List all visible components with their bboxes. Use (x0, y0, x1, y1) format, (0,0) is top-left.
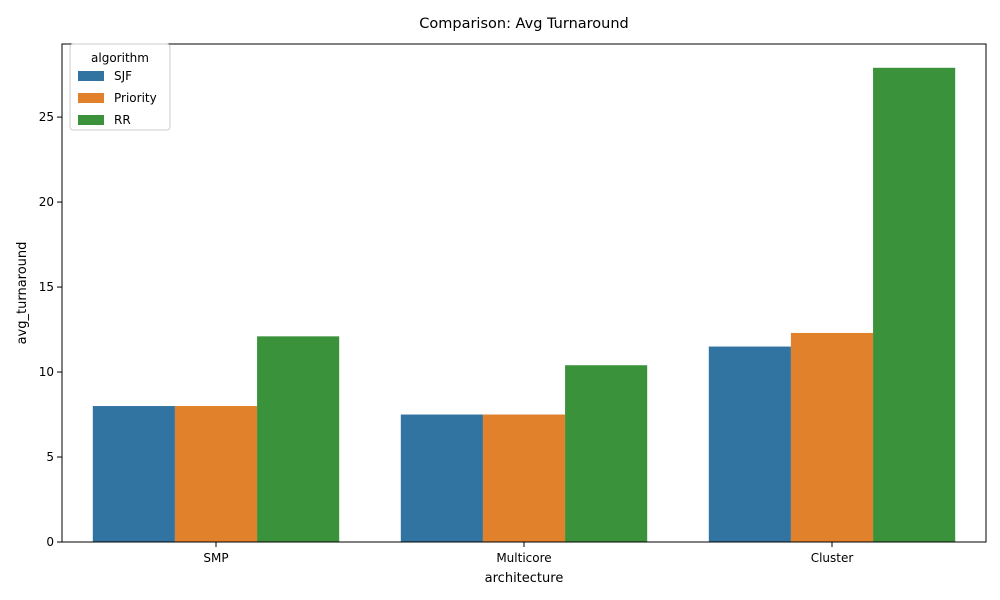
bar-priority-cluster (790, 332, 874, 542)
legend-swatch-sjf (78, 71, 104, 81)
legend: algorithm SJF Priority RR (69, 43, 171, 131)
y-tick-label: 10 (39, 365, 54, 379)
bars-layer (92, 67, 956, 542)
x-tick-label: Multicore (496, 551, 551, 565)
legend-swatch-rr (78, 115, 104, 125)
legend-swatch-priority (78, 93, 104, 103)
y-tick-label: 0 (46, 535, 54, 549)
y-tick-label: 25 (39, 110, 54, 124)
y-tick-label: 5 (46, 450, 54, 464)
y-axis-label: avg_turnaround (15, 242, 30, 345)
legend-label-sjf: SJF (114, 69, 132, 83)
bar-rr-multicore (565, 365, 648, 542)
x-tick-label: SMP (203, 551, 228, 565)
y-tick-label: 15 (39, 280, 54, 294)
bar-sjf-multicore (400, 414, 483, 542)
bar-rr-smp (257, 336, 340, 542)
bar-sjf-smp (92, 406, 175, 542)
legend-label-priority: Priority (114, 91, 157, 105)
plot-frame (61, 43, 987, 543)
bar-priority-multicore (482, 414, 566, 542)
x-axis-label: architecture (485, 571, 564, 586)
axes-layer: SMP Multicore Cluster 0 5 10 15 20 25 (39, 43, 987, 565)
legend-items: SJF Priority RR (78, 69, 157, 127)
y-tick-label: 20 (39, 195, 54, 209)
bar-priority-smp (174, 406, 258, 542)
legend-title: algorithm (91, 51, 149, 65)
legend-frame (69, 43, 171, 131)
bar-sjf-cluster (708, 346, 791, 542)
chart-title: Comparison: Avg Turnaround (419, 16, 629, 32)
bar-rr-cluster (873, 67, 956, 542)
x-tick-label: Cluster (811, 551, 854, 565)
legend-label-rr: RR (114, 113, 131, 127)
